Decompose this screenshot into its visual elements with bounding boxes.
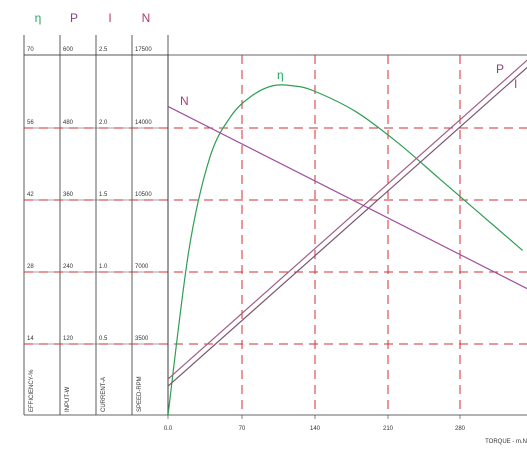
y-tick-label: 480 bbox=[63, 120, 74, 126]
y-tick-label: 7000 bbox=[135, 264, 149, 270]
x-axis: TORQUE - m.N 0.0 70 140 210 280 bbox=[164, 415, 527, 445]
y-tick-label: 14000 bbox=[135, 120, 152, 126]
y-tick-label: 28 bbox=[27, 264, 34, 270]
y-axis-title: EFFICIENCY-% bbox=[29, 369, 35, 412]
y-tick-label: 3500 bbox=[135, 336, 149, 342]
x-tick-label: 210 bbox=[383, 426, 394, 432]
x-tick-label: 140 bbox=[310, 426, 321, 432]
series-label: N bbox=[180, 94, 189, 108]
y-axis-title: INPUT-W bbox=[65, 386, 71, 412]
y-axis-title: CURRENT-A bbox=[101, 377, 107, 412]
y-tick-label: 0.5 bbox=[99, 336, 108, 342]
y-tick-label: 240 bbox=[63, 264, 74, 270]
speed-line bbox=[168, 105, 527, 290]
x-tick-label: 70 bbox=[239, 426, 246, 432]
x-tick-label: 280 bbox=[455, 426, 466, 432]
efficiency-curve bbox=[168, 84, 523, 415]
x-axis-title: TORQUE - m.N bbox=[485, 439, 527, 445]
y-tick-label: 120 bbox=[63, 336, 74, 342]
axis-symbol: η bbox=[35, 11, 42, 25]
y-tick-label: 70 bbox=[27, 47, 34, 53]
axis-symbol: N bbox=[142, 11, 151, 25]
y-tick-label: 2.0 bbox=[99, 120, 108, 126]
y-tick-label: 10500 bbox=[135, 192, 152, 198]
y-axis-title: SPEED-RPM bbox=[137, 376, 143, 412]
y-tick-label: 1.5 bbox=[99, 192, 108, 198]
chart-series bbox=[168, 59, 527, 415]
chart-grid bbox=[24, 55, 527, 415]
y-tick-label: 42 bbox=[27, 192, 34, 198]
y-tick-label: 2.5 bbox=[99, 47, 108, 53]
y-tick-label: 17500 bbox=[135, 47, 152, 53]
series-label: P bbox=[496, 62, 504, 76]
y-tick-label: 56 bbox=[27, 120, 34, 126]
axis-symbol: I bbox=[108, 11, 111, 25]
y-tick-label: 14 bbox=[27, 336, 34, 342]
axis-symbol: P bbox=[70, 11, 78, 25]
current-line bbox=[168, 66, 527, 387]
x-tick-label: 0.0 bbox=[164, 426, 173, 432]
y-tick-label: 600 bbox=[63, 47, 74, 53]
y-tick-label: 360 bbox=[63, 192, 74, 198]
series-label: η bbox=[277, 68, 284, 82]
series-label: I bbox=[514, 77, 517, 91]
y-tick-label: 1.0 bbox=[99, 264, 108, 270]
y-axis-panels: η 70 56 42 28 14 EFFICIENCY-% P 600 480 360 240 120 I… bbox=[24, 11, 169, 415]
chart-frame bbox=[23, 35, 527, 416]
input-power-line bbox=[168, 59, 527, 380]
